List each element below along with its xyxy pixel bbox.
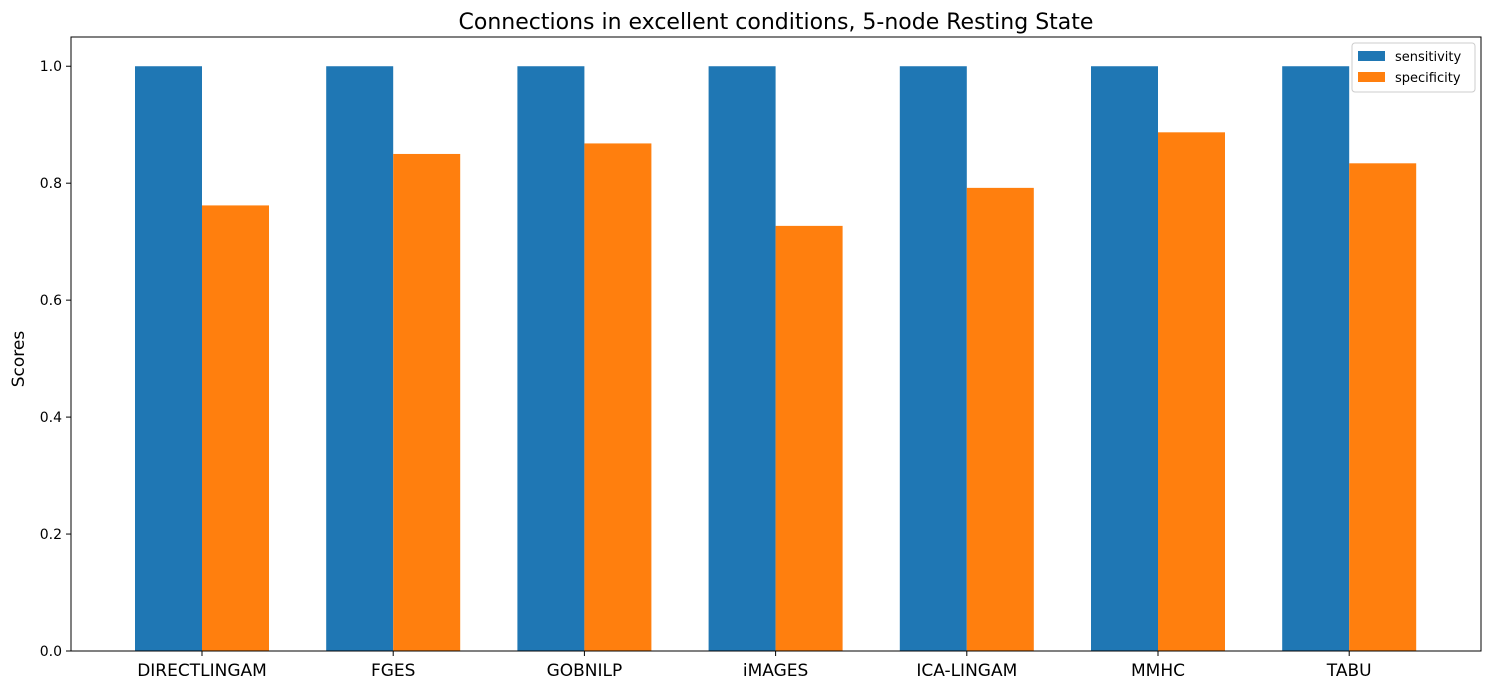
bar-specificity-fges <box>393 153 461 651</box>
y-axis-label: Scores <box>9 331 29 388</box>
y-axis: 0.0 0.2 0.4 0.6 0.8 1.0 <box>40 59 71 660</box>
bar-sensitivity-directlingam <box>135 66 202 651</box>
bar-specificity-mmhc <box>1158 132 1225 652</box>
legend-swatch-specificity <box>1358 72 1385 82</box>
bar-specificity-ica-lingam <box>966 187 1034 651</box>
legend-label-specificity: specificity <box>1395 71 1461 86</box>
bar-specificity-tabu <box>1349 163 1417 651</box>
bar-sensitivity-mmhc <box>1091 66 1158 651</box>
x-tick-label: FGES <box>371 661 415 681</box>
x-tick-label: ICA-LINGAM <box>916 661 1017 681</box>
x-tick-label: TABU <box>1326 661 1372 681</box>
y-tick-label: 0.6 <box>40 293 62 309</box>
legend-label-sensitivity: sensitivity <box>1395 50 1462 65</box>
bar-sensitivity-tabu <box>1282 66 1350 651</box>
bar-specificity-images <box>775 225 843 651</box>
chart-title: Connections in excellent conditions, 5-n… <box>459 10 1094 35</box>
bar-sensitivity-images <box>708 66 776 651</box>
y-tick-label: 0.0 <box>40 644 62 660</box>
x-tick-label: DIRECTLINGAM <box>137 661 267 681</box>
x-tick-label: MMHC <box>1131 661 1185 681</box>
y-tick-label: 0.4 <box>40 410 62 426</box>
bar-sensitivity-fges <box>326 66 394 651</box>
plot-frame <box>70 36 1482 652</box>
bar-specificity-gobnilp <box>584 143 652 651</box>
bars-layer <box>135 66 1417 652</box>
bar-sensitivity-ica-lingam <box>899 66 967 651</box>
bar-specificity-directlingam <box>202 205 269 651</box>
x-tick-label: GOBNILP <box>547 661 623 681</box>
y-tick-label: 1.0 <box>40 59 62 75</box>
legend: sensitivity specificity <box>1351 42 1476 93</box>
y-tick-label: 0.2 <box>40 527 62 543</box>
x-axis: DIRECTLINGAM FGES GOBNILP iMAGES ICA-LINGAM M… <box>137 651 1372 681</box>
y-tick-label: 0.8 <box>40 176 62 192</box>
bar-sensitivity-gobnilp <box>517 66 585 651</box>
legend-swatch-sensitivity <box>1358 51 1385 61</box>
x-tick-label: iMAGES <box>743 661 808 681</box>
